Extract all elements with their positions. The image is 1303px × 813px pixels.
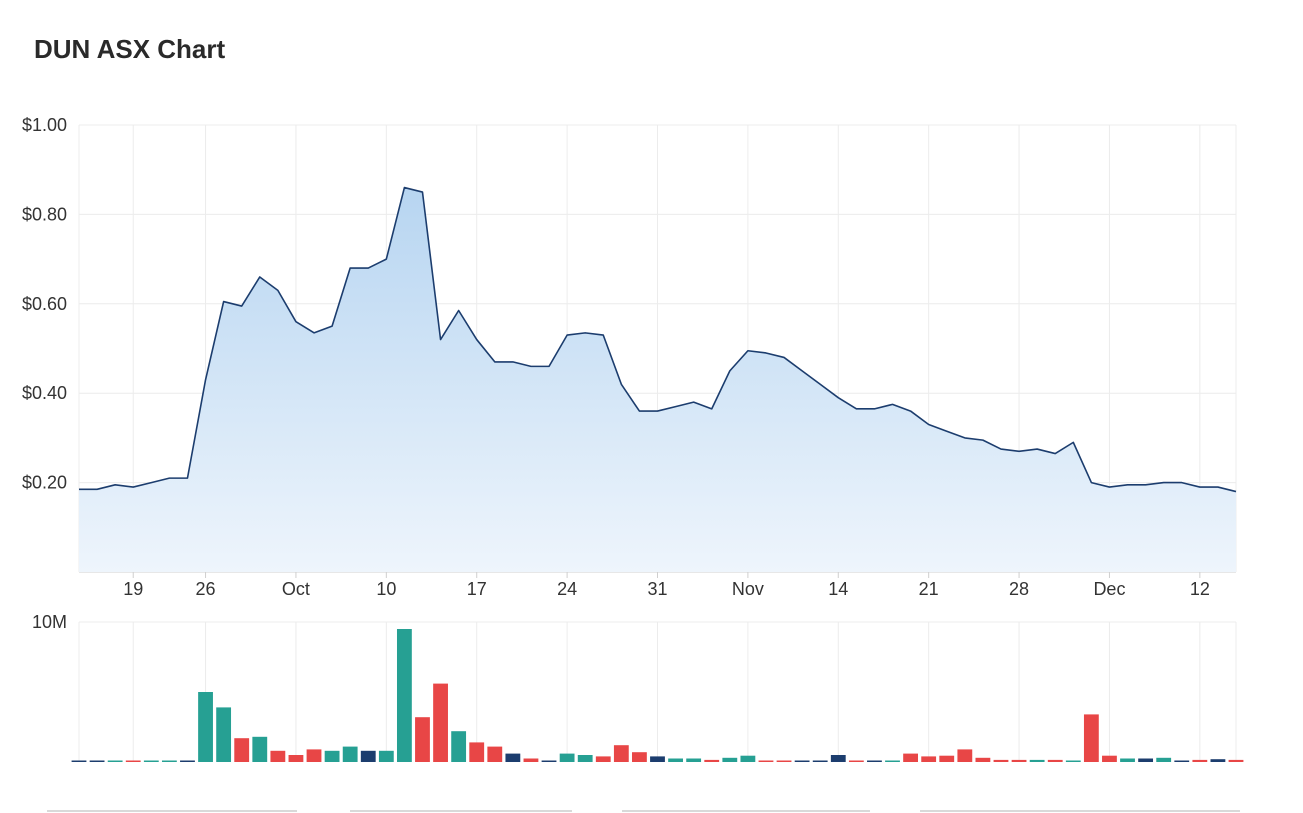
volume-bar bbox=[1011, 759, 1027, 762]
volume-bar bbox=[288, 755, 304, 762]
volume-bar bbox=[758, 760, 774, 762]
x-tick-label: 21 bbox=[919, 579, 939, 599]
footer-divider bbox=[47, 810, 297, 812]
volume-bar bbox=[1120, 758, 1135, 762]
volume-bar bbox=[342, 746, 358, 762]
x-tick-label: 26 bbox=[196, 579, 216, 599]
volume-bar bbox=[830, 755, 846, 762]
footer-divider bbox=[350, 810, 572, 812]
x-tick-label: 10 bbox=[376, 579, 396, 599]
volume-bar bbox=[378, 750, 394, 762]
volume-bar bbox=[993, 759, 1009, 762]
x-tick-label: 19 bbox=[123, 579, 143, 599]
volume-bar bbox=[1029, 759, 1045, 762]
price-area-layer bbox=[78, 186, 1237, 572]
volume-axis: 10M bbox=[32, 612, 67, 632]
volume-bar bbox=[125, 760, 141, 762]
x-tick-label: 28 bbox=[1009, 579, 1029, 599]
x-tick-label: Dec bbox=[1093, 579, 1125, 599]
volume-bar bbox=[740, 755, 756, 762]
volume-bar bbox=[921, 756, 937, 762]
x-tick-label: 12 bbox=[1190, 579, 1210, 599]
volume-bar bbox=[704, 759, 720, 762]
volume-bar bbox=[415, 717, 430, 762]
volume-bar bbox=[469, 742, 485, 762]
y-tick-label: $1.00 bbox=[22, 115, 67, 135]
volume-bar bbox=[885, 760, 900, 762]
chart-title: DUN ASX Chart bbox=[34, 34, 226, 64]
y-tick-label: $0.60 bbox=[22, 294, 67, 314]
volume-bar bbox=[613, 745, 629, 762]
price-area bbox=[79, 187, 1236, 572]
volume-bars bbox=[71, 629, 1244, 762]
volume-bar bbox=[180, 760, 195, 762]
volume-bar bbox=[396, 629, 412, 762]
volume-bar bbox=[198, 692, 213, 762]
volume-bar bbox=[812, 760, 828, 762]
y-tick-label: $0.40 bbox=[22, 383, 67, 403]
volume-bar bbox=[1138, 758, 1154, 762]
volume-bar bbox=[71, 760, 87, 762]
volume-bar bbox=[722, 757, 738, 762]
volume-bar bbox=[1174, 760, 1190, 762]
volume-bar bbox=[433, 683, 448, 762]
volume-bar bbox=[1192, 759, 1208, 762]
volume-bar bbox=[252, 736, 268, 762]
y-tick-label: $0.20 bbox=[22, 473, 67, 493]
volume-bar bbox=[776, 760, 792, 762]
volume-bar bbox=[577, 755, 593, 762]
volume-bar bbox=[324, 750, 340, 762]
volume-bar bbox=[1102, 755, 1117, 762]
volume-bar bbox=[161, 760, 177, 762]
x-tick-label: 31 bbox=[647, 579, 667, 599]
footer-divider bbox=[920, 810, 1240, 812]
volume-bar bbox=[1065, 760, 1081, 762]
volume-bar bbox=[650, 756, 665, 762]
volume-bar bbox=[1228, 759, 1244, 762]
volume-bar bbox=[848, 760, 864, 762]
x-tick-label: Nov bbox=[732, 579, 764, 599]
y-tick-label: $0.80 bbox=[22, 204, 67, 224]
volume-bar bbox=[306, 749, 322, 762]
volume-bar bbox=[975, 757, 991, 762]
volume-bar bbox=[794, 760, 810, 762]
x-tick-label: Oct bbox=[282, 579, 310, 599]
volume-bar bbox=[270, 750, 286, 762]
volume-bar bbox=[451, 731, 467, 762]
x-tick-label: 14 bbox=[828, 579, 848, 599]
volume-bar bbox=[541, 760, 557, 762]
volume-bar bbox=[523, 758, 539, 762]
volume-bar bbox=[487, 746, 503, 762]
volume-bar bbox=[957, 749, 973, 762]
volume-y-tick-label: 10M bbox=[32, 612, 67, 632]
volume-bar bbox=[686, 758, 702, 762]
volume-bar bbox=[559, 753, 575, 762]
volume-bar bbox=[1083, 714, 1099, 762]
footer-divider bbox=[622, 810, 870, 812]
volume-bar bbox=[89, 760, 105, 762]
volume-bar bbox=[1210, 759, 1226, 762]
volume-bar bbox=[595, 756, 611, 762]
x-tick-label: 17 bbox=[467, 579, 487, 599]
price-axis: $1.00 $0.80 $0.60 $0.40 $0.20 19 26 Oct 10 17 24 31… bbox=[22, 115, 1210, 599]
volume-bar bbox=[1156, 757, 1172, 762]
volume-bar bbox=[143, 760, 159, 762]
volume-bar bbox=[668, 758, 683, 762]
volume-bar bbox=[107, 760, 123, 762]
volume-bar bbox=[216, 707, 232, 762]
volume-bar bbox=[903, 753, 918, 762]
volume-bar bbox=[867, 760, 882, 762]
volume-bar bbox=[939, 755, 955, 762]
volume-bar bbox=[360, 750, 376, 762]
volume-bar bbox=[505, 753, 521, 762]
x-tick-label: 24 bbox=[557, 579, 577, 599]
volume-bar bbox=[1047, 759, 1063, 762]
volume-bar bbox=[234, 738, 250, 762]
volume-bar bbox=[632, 752, 647, 762]
